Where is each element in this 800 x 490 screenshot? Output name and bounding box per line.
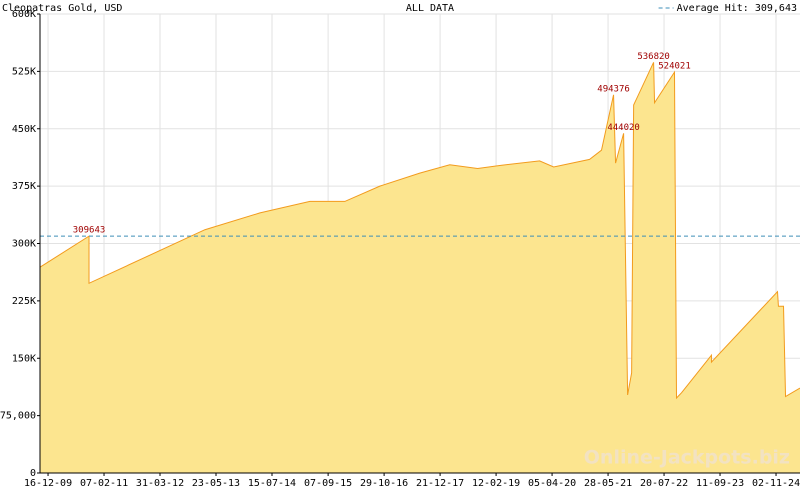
data-label: 444020	[607, 123, 640, 133]
x-tick-label: 23-05-13	[192, 478, 240, 489]
x-tick-label: 15-07-14	[248, 478, 296, 489]
data-label: 536820	[637, 52, 670, 62]
y-tick-label: 300K	[12, 239, 36, 250]
legend-label: Average Hit: 309,643	[677, 3, 797, 14]
x-tick-label: 11-09-23	[696, 478, 744, 489]
data-label: 494376	[597, 84, 630, 94]
x-tick-label: 31-03-12	[136, 478, 184, 489]
y-tick-label: 225K	[12, 296, 36, 307]
x-tick-label: 29-10-16	[360, 478, 408, 489]
x-tick-label: 07-02-11	[80, 478, 128, 489]
area	[40, 62, 800, 473]
chart-subtitle: ALL DATA	[406, 3, 454, 14]
x-tick-label: 21-12-17	[416, 478, 464, 489]
y-tick-label: 600K	[12, 9, 36, 20]
y-tick-label: 75,000	[0, 411, 36, 422]
x-tick-label: 28-05-21	[584, 478, 632, 489]
y-tick-label: 450K	[12, 124, 36, 135]
x-tick-label: 05-04-20	[528, 478, 576, 489]
x-tick-label: 20-07-22	[640, 478, 688, 489]
y-tick-label: 525K	[12, 66, 36, 77]
chart-title: Cleopatras Gold, USD	[2, 3, 122, 14]
data-label: 309643	[73, 226, 106, 236]
watermark: Online-Jackpots.biz	[584, 447, 790, 469]
y-tick-label: 375K	[12, 181, 36, 192]
x-tick-label: 02-11-24	[752, 478, 800, 489]
y-tick-label: 0	[30, 468, 36, 479]
x-tick-label: 16-12-09	[24, 478, 72, 489]
data-label: 524021	[658, 62, 691, 72]
area-line	[39, 62, 800, 400]
y-tick-label: 150K	[12, 353, 36, 364]
x-tick-label: 12-02-19	[472, 478, 520, 489]
x-tick-label: 07-09-15	[304, 478, 352, 489]
